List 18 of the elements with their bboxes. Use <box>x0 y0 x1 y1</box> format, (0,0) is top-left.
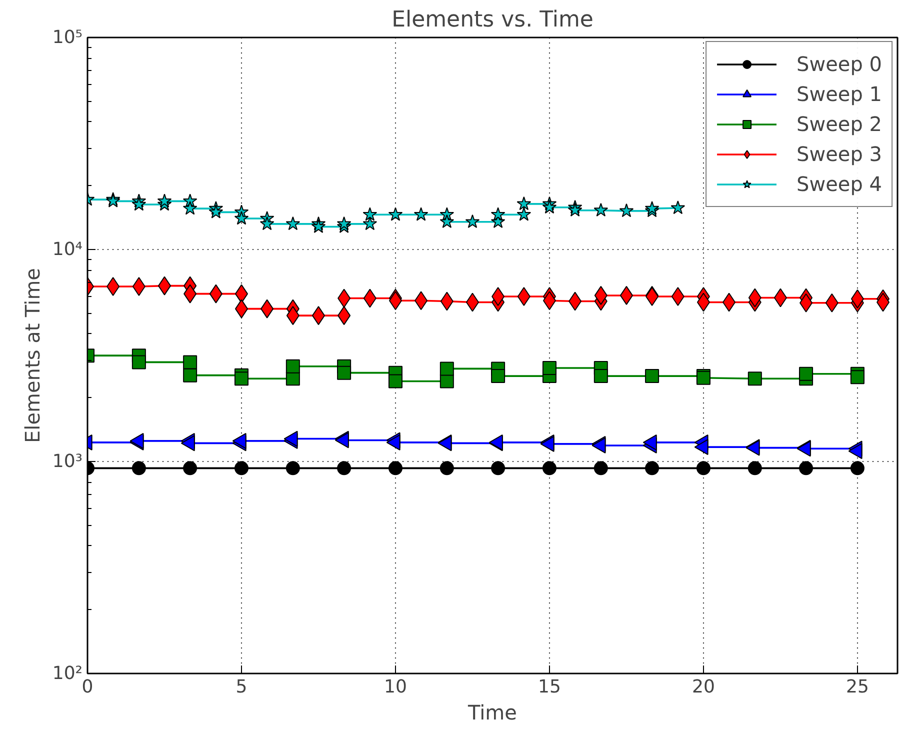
chart-title: Elements vs. Time <box>392 8 594 32</box>
y-tick-label: 10³ <box>52 451 83 472</box>
legend-label: Sweep 1 <box>796 82 882 106</box>
x-tick-label: 10 <box>384 676 407 698</box>
x-tick-label: 5 <box>236 676 248 698</box>
x-tick-label: 20 <box>692 676 715 698</box>
y-tick-label: 10⁵ <box>52 27 83 48</box>
x-tick-label: 25 <box>846 676 869 698</box>
x-axis-title: Time <box>467 700 517 724</box>
y-tick-label: 10² <box>52 663 83 684</box>
legend-label: Sweep 0 <box>796 52 882 76</box>
legend-label: Sweep 2 <box>796 112 882 136</box>
legend-label: Sweep 4 <box>796 172 882 196</box>
x-tick-label: 0 <box>82 676 94 698</box>
y-axis-title: Elements at Time <box>20 268 44 443</box>
legend-label: Sweep 3 <box>796 142 882 166</box>
x-tick-label: 15 <box>538 676 561 698</box>
y-tick-label: 10⁴ <box>52 239 83 260</box>
